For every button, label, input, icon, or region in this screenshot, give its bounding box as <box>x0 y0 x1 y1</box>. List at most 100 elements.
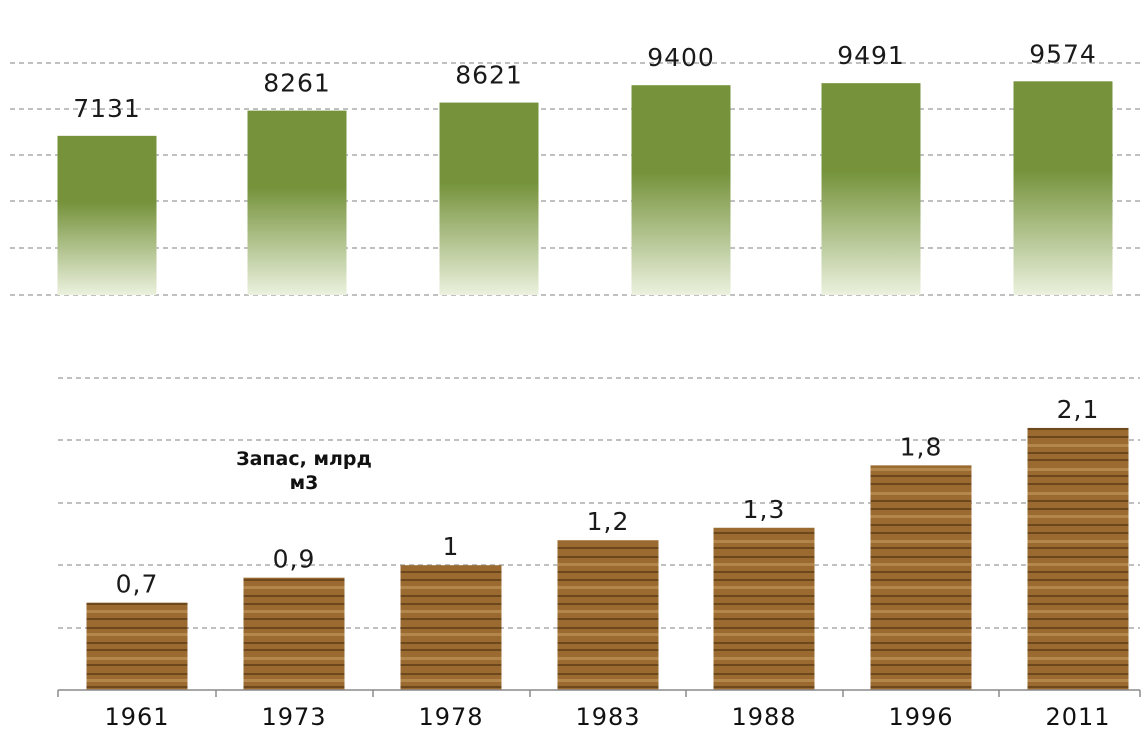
chart2-bar-grain-line-3-11 <box>557 603 659 605</box>
chart2-bar-grain-line-5-18 <box>870 547 972 549</box>
chart2-axis-title-line1: Запас, млрд <box>236 448 372 470</box>
chart2-value-labels: 0,7 0,9 1 1,2 1,3 1,8 2,1 <box>116 395 1099 599</box>
chart2-bar-grain-line-6-33 <box>1027 428 1129 430</box>
chart2-bar-grain-line-6-8 <box>1027 627 1129 629</box>
chart2-bar-grain-line-0-4 <box>86 657 188 660</box>
chart2-bar-grain-line-1-1 <box>243 679 345 682</box>
chart2-bar-grain-line-4-0 <box>713 686 815 688</box>
chart2-bar-grain-line-2-2 <box>400 673 502 675</box>
chart1-value-label-3: 9400 <box>647 43 715 72</box>
chart2-x-tick-label-6: 2011 <box>1045 703 1110 731</box>
chart2-bar-fill-0 <box>86 602 188 690</box>
chart2-bar-grain-line-5-26 <box>870 483 972 485</box>
chart1-value-label-0: 7131 <box>73 94 141 123</box>
chart2-bar-grain-line-6-13 <box>1027 586 1129 589</box>
chart2-bar-grain-line-5-22 <box>870 515 972 518</box>
chart2-bar-grain-3 <box>557 547 659 688</box>
chart2-bar-grain-line-5-5 <box>870 649 972 651</box>
chart2-value-label-1: 0,9 <box>273 545 316 574</box>
chart2-bar-4 <box>713 527 815 690</box>
chart2-bar-grain-line-6-32 <box>1027 436 1129 438</box>
chart2-bar-grain-line-5-1 <box>870 679 972 682</box>
chart2-bar-grain-line-6-7 <box>1027 633 1129 636</box>
chart2-bar-grain-line-0-7 <box>86 633 188 636</box>
chart2-bar-grain-line-2-7 <box>400 633 502 636</box>
chart2-bar-grain-line-6-22 <box>1027 515 1129 518</box>
chart2-bar-grain-line-1-8 <box>243 627 345 629</box>
chart2-x-tick-labels: 1961 1973 1978 1983 1988 1996 2011 <box>104 703 1110 731</box>
chart2-value-label-3: 1,2 <box>587 507 630 536</box>
chart2-bar-grain-line-2-1 <box>400 679 502 682</box>
chart2-bar-grain-line-0-5 <box>86 649 188 651</box>
chart2-bar-grain-line-6-17 <box>1027 556 1129 558</box>
chart2-bar-grain-line-5-16 <box>870 563 972 566</box>
chart2-bar-grain-line-4-18 <box>713 547 815 549</box>
chart2-bar-grain-line-6-27 <box>1027 475 1129 477</box>
chart2-bar-fill-5 <box>870 465 972 690</box>
chart2-bar-grain-line-4-19 <box>713 540 815 543</box>
chart2-bar-grain-line-0-6 <box>86 642 188 644</box>
chart2-bar-grain-line-1-5 <box>243 649 345 651</box>
chart2-bar-grain-line-6-28 <box>1027 468 1129 471</box>
chart2-bar-grain-line-1-3 <box>243 664 345 666</box>
chart2-bar-grain-line-3-16 <box>557 563 659 566</box>
chart2-bar-grain-line-1-14 <box>243 579 345 581</box>
chart2-value-label-4: 1,3 <box>743 495 786 524</box>
chart2-x-tick-label-1: 1973 <box>261 703 326 731</box>
chart1-value-label-5: 9574 <box>1029 39 1097 68</box>
chart2-bar-grain-line-6-29 <box>1027 459 1129 461</box>
chart2-bar-grain-line-3-8 <box>557 627 659 629</box>
chart2-bar-fill-6 <box>1027 427 1129 690</box>
chart2-bar-grain-line-5-15 <box>870 571 972 573</box>
chart2-bar-grain-line-3-17 <box>557 556 659 558</box>
chart2-bar-grain-line-0-8 <box>86 627 188 629</box>
chart2-bar-grain-line-6-20 <box>1027 532 1129 534</box>
chart2-bar-grain-line-5-21 <box>870 524 972 526</box>
chart2-bar-grain-line-5-20 <box>870 532 972 534</box>
chart2-bar-grain-line-4-11 <box>713 603 815 605</box>
chart2-bar-grain-line-1-6 <box>243 642 345 644</box>
chart2-bar-grain-line-1-12 <box>243 595 345 597</box>
chart2-bar-grain-2 <box>400 571 502 688</box>
chart2-bar-grain-line-2-10 <box>400 610 502 613</box>
chart1-value-label-2: 8621 <box>455 61 523 90</box>
chart2-bar-grain-line-6-26 <box>1027 483 1129 485</box>
chart1-value-label-1: 8261 <box>263 69 331 98</box>
chart2-bar-grain-line-1-10 <box>243 610 345 613</box>
chart2-bar-grain-line-6-25 <box>1027 492 1129 495</box>
chart2-bar-grain-line-5-25 <box>870 492 972 495</box>
chart2-bar-grain-line-3-14 <box>557 579 659 581</box>
chart1-bar-0 <box>57 135 157 295</box>
chart2-value-label-5: 1,8 <box>900 432 943 461</box>
chart2-bar-grain-line-4-8 <box>713 627 815 629</box>
chart2-bar-grain-line-0-3 <box>86 664 188 666</box>
chart2-bar-grain-line-5-10 <box>870 610 972 613</box>
chart2-bar-grain-line-5-14 <box>870 579 972 581</box>
chart2-bar-0 <box>86 602 188 690</box>
chart2-x-tick-label-3: 1983 <box>575 703 640 731</box>
chart2-bar-grain-line-6-2 <box>1027 673 1129 675</box>
chart2-bar-grain-line-5-6 <box>870 642 972 644</box>
chart2-bar-grain-line-4-5 <box>713 649 815 651</box>
chart2-bar-grain-line-4-13 <box>713 586 815 589</box>
chart2-bar-grain-line-6-16 <box>1027 563 1129 566</box>
chart2-x-tick-label-0: 1961 <box>104 703 169 731</box>
chart2-bar-grain-line-5-8 <box>870 627 972 629</box>
chart2-bar-grain-line-3-5 <box>557 649 659 651</box>
chart1-bars <box>57 81 1113 296</box>
chart2-bar-grain-line-6-10 <box>1027 610 1129 613</box>
chart2-bar-grain-6 <box>1027 428 1129 688</box>
chart2-bar-grain-line-2-0 <box>400 686 502 688</box>
chart2-bar-grain-line-3-18 <box>557 547 659 549</box>
chart2-bar-grain-line-3-2 <box>557 673 659 675</box>
chart2-bar-grain-line-6-30 <box>1027 452 1129 454</box>
chart2-bar-grain-line-1-7 <box>243 633 345 636</box>
chart2-bar-grain-line-4-14 <box>713 579 815 581</box>
chart2-bars <box>86 427 1129 690</box>
chart2-bar-grain-line-5-7 <box>870 633 972 636</box>
chart2-value-label-2: 1 <box>443 532 460 561</box>
chart2-bar-grain-line-4-16 <box>713 563 815 566</box>
chart2-bar-grain-line-4-7 <box>713 633 815 636</box>
chart2-bar-grain-line-6-23 <box>1027 508 1129 510</box>
chart2-bar-grain-line-1-2 <box>243 673 345 675</box>
